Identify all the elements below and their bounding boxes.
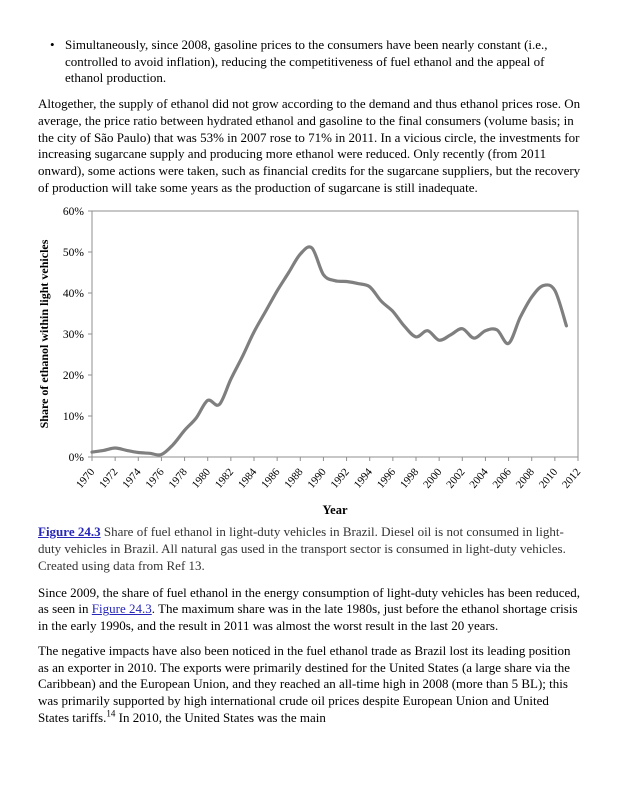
svg-text:40%: 40% [63,288,85,300]
svg-text:1978: 1978 [167,466,191,491]
svg-text:1984: 1984 [236,466,260,491]
svg-text:Share of ethanol within light: Share of ethanol within light vehicles [38,240,51,429]
svg-text:1974: 1974 [120,466,144,491]
svg-text:1976: 1976 [143,466,167,491]
svg-text:2012: 2012 [560,467,583,492]
bullet-marker-icon: • [50,37,55,52]
svg-text:2008: 2008 [514,466,538,491]
bullet-text: Simultaneously, since 2008, gasoline pri… [65,37,548,86]
svg-text:1982: 1982 [213,467,236,492]
para3-text: The negative impacts have also been noti… [38,642,571,725]
figure-caption-text: Share of fuel ethanol in light-duty vehi… [38,524,566,573]
svg-text:1972: 1972 [97,467,120,492]
svg-text:2000: 2000 [421,466,445,491]
ethanol-share-line-chart: 0% 10% 20% 30% 40% 50% 60% 1970 1972 1974 1976 1978… [38,206,583,517]
svg-text:20%: 20% [63,370,85,382]
svg-text:10%: 10% [63,411,85,423]
figure-caption-label-link[interactable]: Figure 24.3 [38,524,101,540]
paragraph-ethanol-supply: Altogether, the supply of ethanol did no… [38,96,581,195]
paragraph-ethanol-share: Since 2009, the share of fuel ethanol in… [38,585,581,635]
svg-text:50%: 50% [63,247,85,259]
svg-text:1988: 1988 [282,466,306,491]
svg-text:2004: 2004 [467,466,491,491]
svg-text:60%: 60% [63,206,85,218]
svg-text:1986: 1986 [259,466,283,491]
para3-text-after-ref: In 2010, the United States was the main [115,709,326,725]
footnote-reference-14: 14 [106,708,116,719]
svg-text:1994: 1994 [352,466,376,491]
svg-text:2002: 2002 [444,467,467,492]
svg-text:1998: 1998 [398,466,422,491]
svg-text:Year: Year [323,503,348,517]
figure-24-3-inline-link[interactable]: Figure 24.3 [91,601,152,617]
svg-text:30%: 30% [63,329,85,341]
figure-caption: Figure 24.3 Share of fuel ethanol in lig… [38,524,581,574]
svg-text:1992: 1992 [329,467,352,492]
svg-text:0%: 0% [69,452,85,464]
svg-text:1980: 1980 [190,466,214,491]
para2-text-before-link: Since 2009, the share of fuel ethanol in… [38,584,580,617]
bullet-item: • Simultaneously, since 2008, gasoline p… [50,37,581,87]
svg-text:2010: 2010 [537,466,561,491]
svg-text:2006: 2006 [491,466,515,491]
svg-text:1996: 1996 [375,466,399,491]
svg-text:1990: 1990 [305,466,329,491]
bullet-list: • Simultaneously, since 2008, gasoline p… [38,37,581,87]
para2-text-after-link: . The maximum share was in the late 1980… [38,601,578,634]
figure-24-3: 0% 10% 20% 30% 40% 50% 60% 1970 1972 1974 1976 1978… [38,204,583,518]
paragraph-trade-impacts: The negative impacts have also been noti… [38,643,581,727]
svg-text:1970: 1970 [74,466,98,491]
